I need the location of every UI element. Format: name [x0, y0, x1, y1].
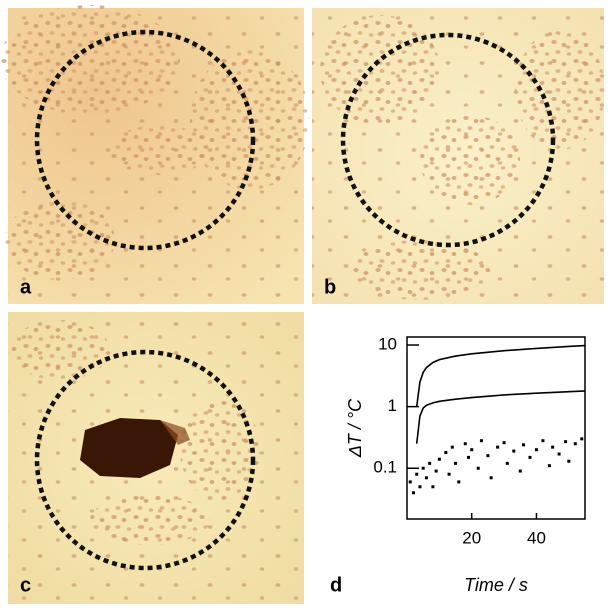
data-point	[450, 445, 454, 449]
panel-label: d	[330, 574, 342, 596]
data-point	[454, 461, 458, 465]
data-point	[421, 466, 425, 470]
panel-c: c	[8, 312, 304, 604]
data-point	[470, 448, 474, 452]
plot-frame	[406, 336, 586, 520]
panel-label: c	[20, 574, 31, 596]
y-tick-label: 1	[388, 396, 397, 415]
data-point	[528, 455, 532, 459]
data-point	[522, 443, 526, 447]
x-tick-label: 20	[462, 528, 481, 547]
data-point	[518, 469, 522, 473]
data-point	[489, 476, 493, 480]
data-point	[431, 485, 435, 489]
panel-d: d ΔT / °C Time / s 0.1 1 10 20 40	[330, 335, 586, 596]
data-point	[447, 472, 451, 476]
data-point	[428, 461, 432, 465]
x-axis-label: Time / s	[464, 575, 528, 595]
data-point	[551, 445, 555, 449]
data-point	[408, 480, 412, 484]
data-point	[476, 466, 480, 470]
data-point	[512, 449, 516, 453]
data-point	[415, 472, 419, 476]
y-tick-label: 10	[378, 335, 397, 354]
data-point	[457, 480, 461, 484]
data-point	[411, 491, 415, 495]
curve	[415, 344, 586, 407]
data-point	[486, 454, 490, 458]
panel-label: a	[20, 276, 32, 298]
data-point	[466, 455, 470, 459]
data-point	[564, 440, 568, 444]
panel-a: a	[0, 5, 310, 304]
data-point	[534, 448, 538, 452]
panel-b: b	[312, 8, 605, 304]
data-point	[444, 451, 448, 455]
x-tick-label: 40	[527, 528, 546, 547]
data-point	[547, 464, 551, 468]
data-point	[496, 445, 500, 449]
data-point	[505, 461, 509, 465]
data-point	[541, 439, 545, 443]
curve	[415, 390, 586, 444]
y-tick-label: 0.1	[373, 458, 397, 477]
data-point	[502, 441, 506, 445]
data-point	[557, 452, 561, 456]
data-point	[463, 442, 467, 446]
data-point	[567, 459, 571, 463]
data-point	[434, 469, 438, 473]
panel-label: b	[324, 276, 336, 298]
data-point	[573, 442, 577, 446]
data-point	[479, 439, 483, 443]
data-point	[424, 476, 428, 480]
data-point	[580, 437, 584, 441]
y-axis-label: ΔT / °C	[345, 398, 365, 458]
data-point	[437, 457, 441, 461]
data-point	[418, 485, 422, 489]
